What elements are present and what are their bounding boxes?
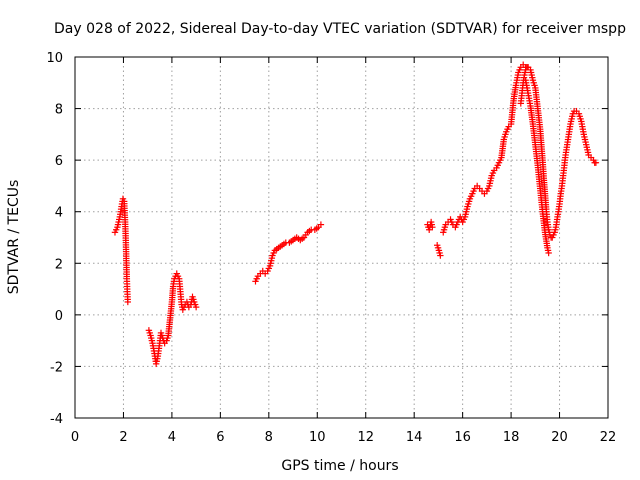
y-tick-label: -4 (50, 412, 63, 427)
data-points (111, 61, 600, 368)
x-tick-label: 8 (265, 430, 273, 445)
x-tick-label: 2 (119, 430, 127, 445)
plot-frame (74, 56, 609, 419)
y-tick-label: 8 (55, 103, 63, 118)
y-tick-label: 4 (55, 206, 63, 221)
x-tick-label: 4 (168, 430, 176, 445)
x-tick-label: 12 (357, 430, 374, 445)
x-axis-label: GPS time / hours (281, 458, 398, 474)
y-tick-label: 6 (55, 154, 63, 169)
data-point (437, 252, 444, 259)
data-point (124, 298, 132, 306)
y-tick-label: 10 (46, 51, 63, 66)
x-tick-label: 22 (600, 430, 617, 445)
data-point (524, 64, 532, 71)
x-tick-label: 18 (503, 430, 520, 445)
data-point (192, 303, 200, 311)
y-tick-label: 0 (55, 309, 63, 324)
tick-labels: 0 2 4 6 8 10 12 14 16 18 20 22 -4 -2 0 2 4 6 8 10 (46, 51, 616, 445)
x-tick-label: 20 (551, 430, 568, 445)
y-axis-label: SDTVAR / TECUs (6, 180, 22, 295)
x-tick-label: 14 (406, 430, 423, 445)
x-tick-label: 16 (454, 430, 471, 445)
data-point (429, 223, 436, 231)
data-point (545, 249, 552, 257)
data-point (592, 159, 600, 166)
x-tick-label: 10 (309, 430, 326, 445)
y-tick-label: 2 (55, 257, 63, 272)
x-tick-label: 6 (216, 430, 224, 445)
chart-title: Day 028 of 2022, Sidereal Day-to-day VTE… (54, 21, 626, 37)
y-tick-label: -2 (50, 360, 63, 375)
data-point (317, 221, 325, 228)
grid (75, 57, 608, 418)
x-tick-label: 0 (71, 430, 79, 445)
